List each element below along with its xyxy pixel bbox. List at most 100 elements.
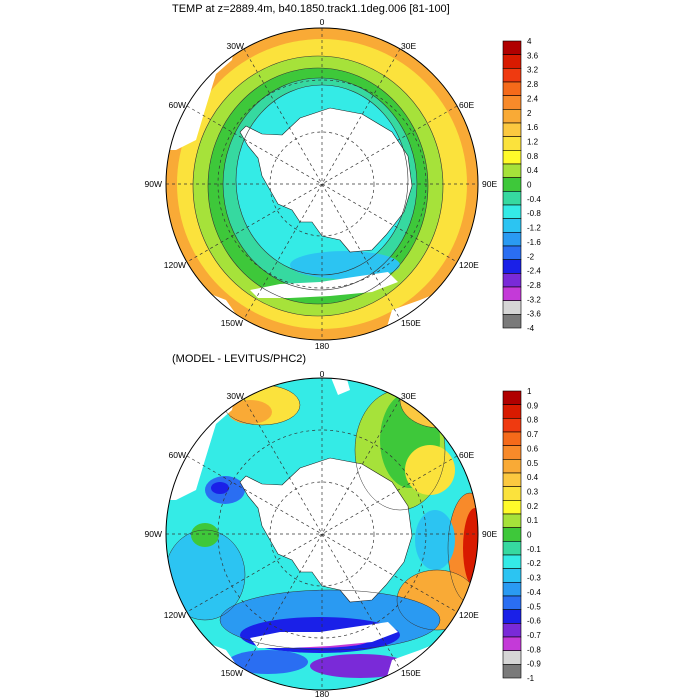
colorbar-swatch (502, 150, 522, 165)
colorbar-label: 0 (527, 181, 532, 190)
colorbar-swatch (502, 191, 522, 206)
lon-label-150w: 150W (221, 318, 243, 328)
colorbar-swatch (502, 218, 522, 233)
colorbar-label: -1.2 (527, 224, 541, 233)
lon-label-90e: 90E (482, 529, 497, 539)
colorbar-label: -1 (527, 674, 535, 683)
colorbar-swatch (502, 68, 522, 83)
colorbar-swatch (502, 245, 522, 260)
colorbar-label: 0.5 (527, 459, 539, 468)
lon-label-30e: 30E (401, 391, 416, 401)
colorbar-label: -0.8 (527, 645, 541, 654)
colorbar-swatch (502, 418, 522, 433)
colorbar-label: -0.5 (527, 602, 541, 611)
colorbar-label: -3.6 (527, 310, 541, 319)
colorbar-label: 1 (527, 387, 532, 396)
colorbar-label: -2.4 (527, 267, 541, 276)
colorbar-label: 2.4 (527, 94, 539, 103)
colorbar-label: -0.7 (527, 631, 541, 640)
colorbar-swatch (502, 527, 522, 542)
lon-label-120e: 120E (459, 260, 479, 270)
colorbar-label: -0.1 (527, 545, 541, 554)
colorbar-label: -0.4 (527, 195, 541, 204)
colorbar-label: -2 (527, 252, 535, 261)
bottom-polar-map (165, 377, 479, 691)
colorbar-swatch (502, 486, 522, 501)
colorbar-swatch (502, 286, 522, 301)
colorbar-label: 0.2 (527, 502, 539, 511)
colorbar-label: -0.4 (527, 588, 541, 597)
colorbar-label: -0.2 (527, 559, 541, 568)
top-panel-title: TEMP at z=2889.4m, b40.1850.track1.1deg.… (172, 3, 450, 15)
colorbar-label: 3.2 (527, 66, 539, 75)
colorbar-label: -3.2 (527, 295, 541, 304)
lon-label-150w: 150W (221, 668, 243, 678)
colorbar-swatch (502, 122, 522, 137)
colorbar-label: 0.8 (527, 416, 539, 425)
colorbar-swatch (502, 636, 522, 651)
lon-label-120e: 120E (459, 610, 479, 620)
colorbar-label: 0.4 (527, 473, 539, 482)
colorbar-swatch (502, 404, 522, 419)
colorbar-swatch (502, 109, 522, 124)
colorbar-swatch (502, 54, 522, 69)
top-colorbar: 4 3.6 3.2 2.8 2.4 2 1.6 1.2 0.8 0.4 0 -0.4 -0.8 -1.2 -… (502, 37, 541, 333)
colorbar-swatch (502, 300, 522, 315)
colorbar-swatch (502, 273, 522, 288)
colorbar-label: -4 (527, 324, 535, 333)
colorbar-swatch (502, 650, 522, 665)
colorbar-swatch (502, 595, 522, 610)
colorbar-swatch (502, 163, 522, 178)
colorbar-label: 0.8 (527, 152, 539, 161)
colorbar-swatch (502, 40, 522, 55)
colorbar-label: 0.1 (527, 516, 539, 525)
colorbar-label: -0.6 (527, 617, 541, 626)
lon-label-30w: 30W (227, 391, 244, 401)
colorbar-swatch (502, 582, 522, 597)
lon-label-150e: 150E (401, 318, 421, 328)
lon-label-90w: 90W (145, 529, 162, 539)
colorbar-swatch (502, 232, 522, 247)
colorbar-label: -0.8 (527, 209, 541, 218)
colorbar-label: 2 (527, 109, 532, 118)
colorbar-swatch (502, 136, 522, 151)
colorbar-swatch (502, 623, 522, 638)
colorbar-label: 2.8 (527, 80, 539, 89)
lon-label-120w: 120W (164, 260, 186, 270)
lon-label-0: 0 (320, 17, 325, 27)
lon-label-150e: 150E (401, 668, 421, 678)
lon-label-90e: 90E (482, 179, 497, 189)
colorbar-label: -0.9 (527, 660, 541, 669)
lon-label-30w: 30W (227, 41, 244, 51)
colorbar-label: 4 (527, 37, 532, 46)
colorbar-swatch (502, 500, 522, 515)
colorbar-swatch (502, 204, 522, 219)
lon-label-60e: 60E (459, 450, 474, 460)
colorbar-label: 0.7 (527, 430, 539, 439)
colorbar-label: 1.6 (527, 123, 539, 132)
colorbar-label: -1.6 (527, 238, 541, 247)
bottom-panel-title: (MODEL - LEVITUS/PHC2) (172, 353, 307, 365)
lon-label-60w: 60W (169, 100, 186, 110)
colorbar-label: 3.6 (527, 51, 539, 60)
lon-label-30e: 30E (401, 41, 416, 51)
lon-label-180: 180 (315, 689, 329, 699)
colorbar-swatch (502, 554, 522, 569)
colorbar-label: -2.8 (527, 281, 541, 290)
colorbar-swatch (502, 472, 522, 487)
colorbar-swatch (502, 314, 522, 329)
colorbar-swatch (502, 177, 522, 192)
colorbar-label: 0 (527, 531, 532, 540)
lon-label-120w: 120W (164, 610, 186, 620)
lon-label-90w: 90W (145, 179, 162, 189)
colorbar-swatch (502, 568, 522, 583)
colorbar-label: 0.4 (527, 166, 539, 175)
top-longitude-labels: 0 30E 60E 90E 120E 150E 180 150W 120W 90… (145, 17, 498, 351)
colorbar-swatch (502, 609, 522, 624)
lon-label-0: 0 (320, 369, 325, 379)
colorbar-label: 0.3 (527, 487, 539, 496)
colorbar-swatch (502, 541, 522, 556)
colorbar-label: -0.3 (527, 574, 541, 583)
colorbar-swatch (502, 664, 522, 679)
